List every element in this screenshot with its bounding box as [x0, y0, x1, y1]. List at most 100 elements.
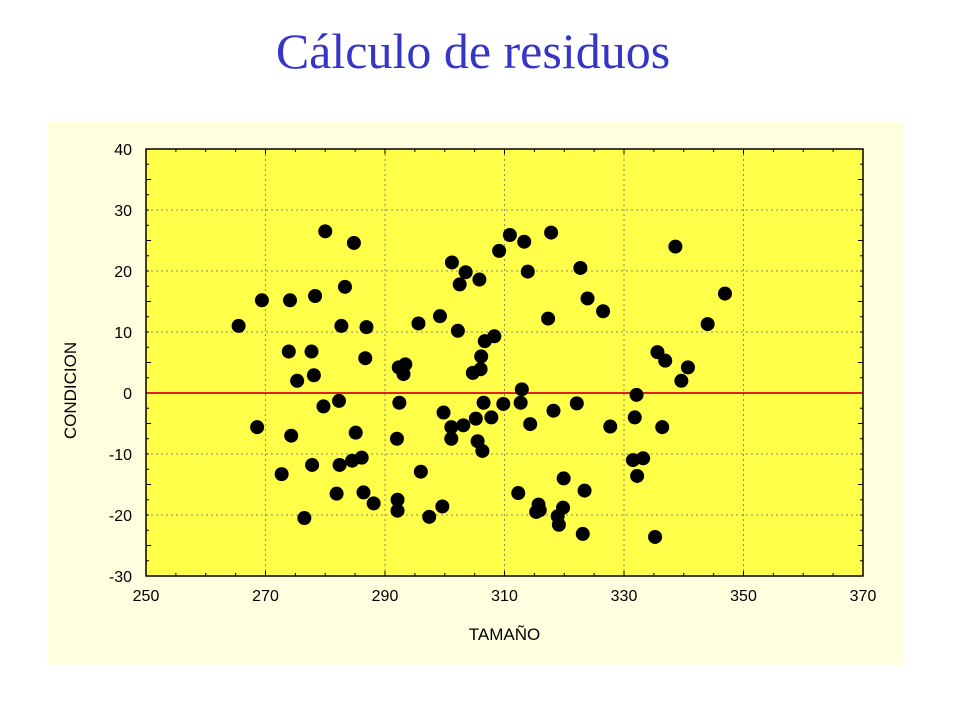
data-point — [580, 291, 595, 306]
data-point — [422, 509, 437, 524]
data-point — [573, 260, 588, 275]
data-point — [630, 468, 645, 483]
data-point — [290, 373, 305, 388]
y-tick-label: 10 — [114, 325, 132, 342]
x-tick-label: 370 — [850, 588, 877, 605]
data-point — [487, 329, 502, 344]
data-point — [502, 228, 517, 243]
data-point — [655, 420, 670, 435]
data-point — [458, 265, 473, 280]
data-point — [636, 451, 651, 466]
data-point — [544, 225, 559, 240]
tick-labels: 250 270 290 310 330 350 370 -30 -20 -10 0 10 20 30 40 — [109, 142, 877, 605]
data-point — [514, 382, 529, 397]
data-point — [308, 289, 323, 304]
data-point — [413, 464, 428, 479]
data-point — [356, 485, 371, 500]
x-tick-label: 310 — [491, 588, 518, 605]
data-point — [496, 396, 511, 411]
data-point — [484, 410, 499, 425]
data-point — [513, 395, 528, 410]
data-point — [366, 496, 381, 511]
y-tick-label: 0 — [123, 386, 132, 403]
data-point — [492, 243, 507, 258]
data-point — [337, 279, 352, 294]
data-point — [444, 255, 459, 270]
y-tick-label: 20 — [114, 264, 132, 281]
data-point — [532, 503, 547, 518]
data-point — [329, 486, 344, 501]
data-point — [398, 357, 413, 372]
data-point — [435, 499, 450, 514]
data-point — [569, 396, 584, 411]
data-point — [658, 353, 673, 368]
data-point — [596, 304, 611, 319]
data-point — [680, 360, 695, 375]
data-point — [674, 373, 689, 388]
data-point — [346, 235, 361, 250]
data-point — [444, 420, 459, 435]
data-point — [411, 316, 426, 331]
data-point — [390, 492, 405, 507]
data-point — [717, 286, 732, 301]
data-point — [575, 526, 590, 541]
data-point — [668, 239, 683, 254]
data-point — [473, 362, 488, 377]
data-point — [475, 443, 490, 458]
data-point — [456, 418, 471, 433]
chart-panel: 250 270 290 310 330 350 370 -30 -20 -10 0 10 20 30 40 … — [47, 122, 904, 665]
data-point — [432, 309, 447, 324]
data-point — [348, 425, 363, 440]
y-tick-label: -10 — [109, 447, 132, 464]
data-point — [520, 264, 535, 279]
data-point — [436, 405, 451, 420]
data-point — [318, 224, 333, 239]
data-point — [304, 344, 319, 359]
data-point — [331, 393, 346, 408]
data-point — [231, 318, 246, 333]
data-point — [517, 234, 532, 249]
data-point — [354, 450, 369, 465]
data-point — [556, 471, 571, 486]
y-tick-label: 40 — [114, 142, 132, 159]
data-point — [700, 317, 715, 332]
data-point — [297, 511, 312, 526]
data-point — [629, 387, 644, 402]
data-point — [389, 431, 404, 446]
y-tick-label: -20 — [109, 508, 132, 525]
data-point — [305, 457, 320, 472]
data-point — [306, 368, 321, 383]
data-point — [556, 500, 571, 515]
y-tick-label: 30 — [114, 203, 132, 220]
x-tick-label: 290 — [372, 588, 399, 605]
data-point — [392, 395, 407, 410]
data-point — [274, 467, 289, 482]
data-point — [281, 344, 296, 359]
data-point — [332, 457, 347, 472]
data-point — [577, 483, 592, 498]
data-point — [546, 403, 561, 418]
data-point — [523, 417, 538, 432]
slide-title: Cálculo de residuos — [275, 23, 671, 79]
plot-frame — [145, 148, 864, 577]
data-point — [472, 272, 487, 287]
data-point — [511, 486, 526, 501]
data-point — [282, 293, 297, 308]
x-tick-label: 350 — [730, 588, 757, 605]
grid-lines — [146, 149, 863, 576]
data-point — [284, 428, 299, 443]
data-point — [476, 395, 491, 410]
data-point — [254, 293, 269, 308]
data-point — [474, 349, 489, 364]
data-point — [316, 399, 331, 414]
data-point — [450, 323, 465, 338]
data-point — [541, 311, 556, 326]
data-point — [250, 420, 265, 435]
data-point — [603, 419, 618, 434]
data-point — [468, 411, 483, 426]
data-point — [390, 503, 405, 518]
x-tick-label: 270 — [252, 588, 279, 605]
data-point — [359, 320, 374, 335]
x-tick-label: 250 — [133, 588, 160, 605]
data-point — [551, 517, 566, 532]
